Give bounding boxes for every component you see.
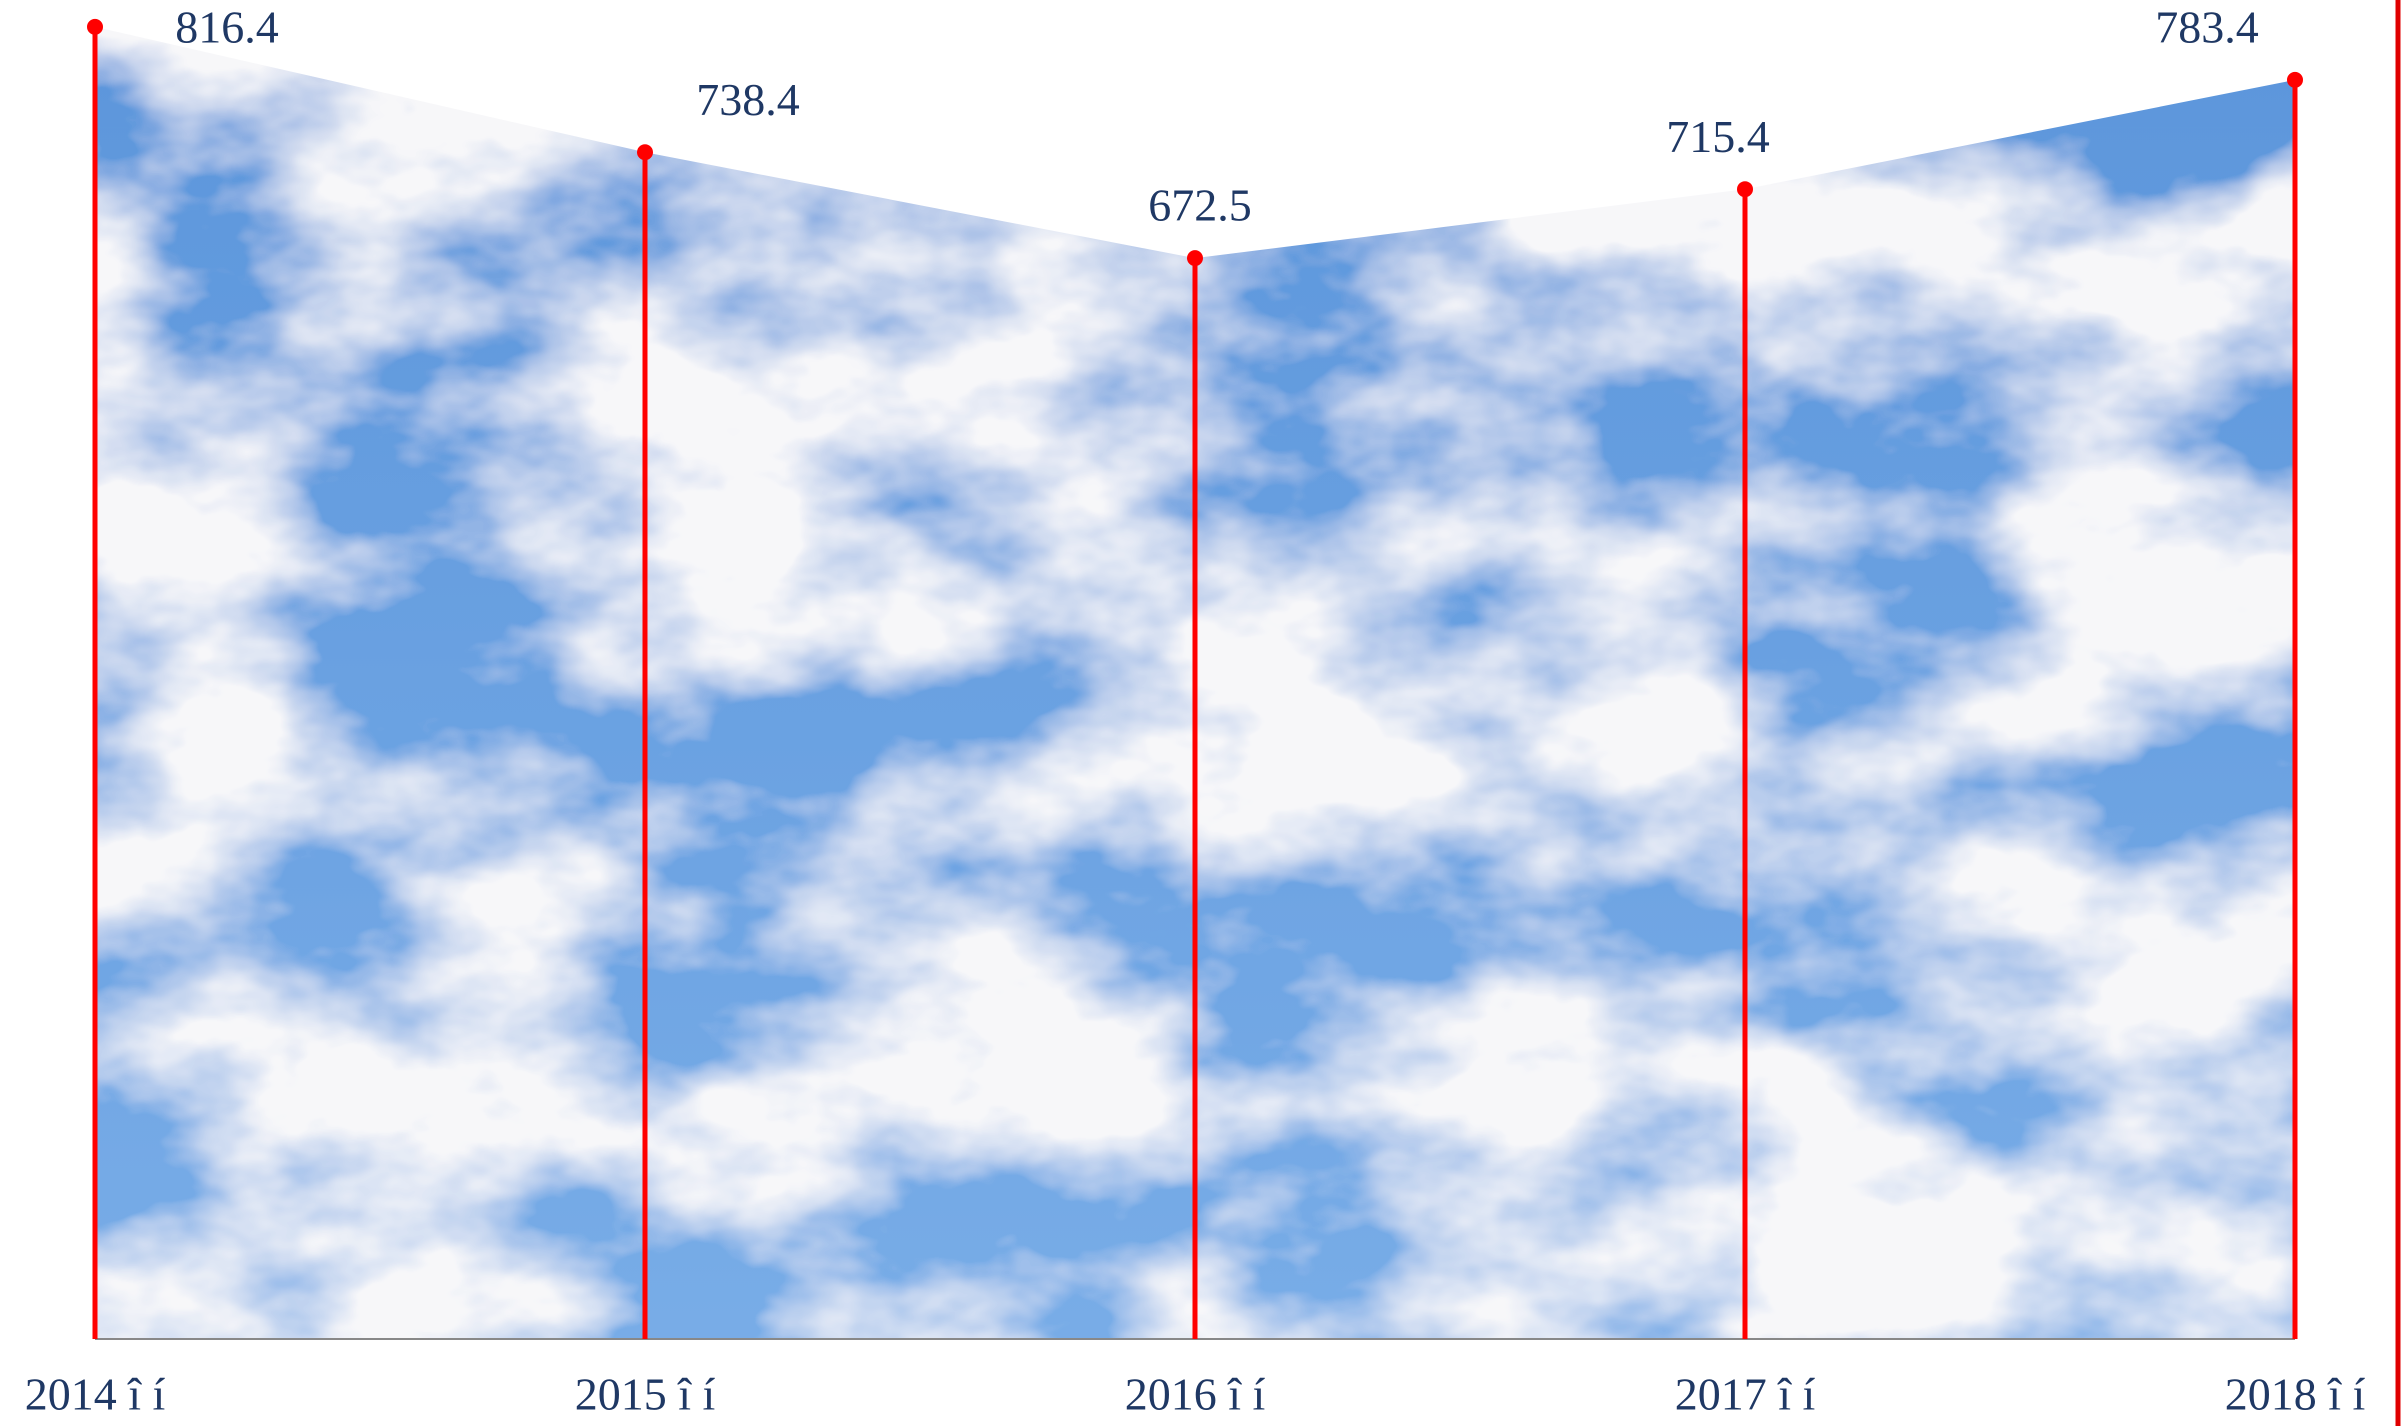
x-tick-label: 2017 î í xyxy=(1675,1369,1816,1420)
x-tick-label: 2015 î í xyxy=(575,1369,716,1420)
point xyxy=(2287,71,2303,88)
data-label: 738.4 xyxy=(696,74,800,125)
point xyxy=(87,18,103,35)
x-tick-label: 2014 î í xyxy=(25,1369,166,1420)
data-label: 816.4 xyxy=(175,2,279,53)
data-label: 672.5 xyxy=(1148,180,1252,231)
x-tick-label: 2018 î í xyxy=(2225,1369,2366,1420)
data-label: 783.4 xyxy=(2155,2,2259,53)
x-tick-label: 2016 î í xyxy=(1125,1369,1266,1420)
point xyxy=(1737,181,1753,198)
point xyxy=(1187,250,1203,267)
data-label: 715.4 xyxy=(1666,111,1770,162)
point xyxy=(637,144,653,161)
